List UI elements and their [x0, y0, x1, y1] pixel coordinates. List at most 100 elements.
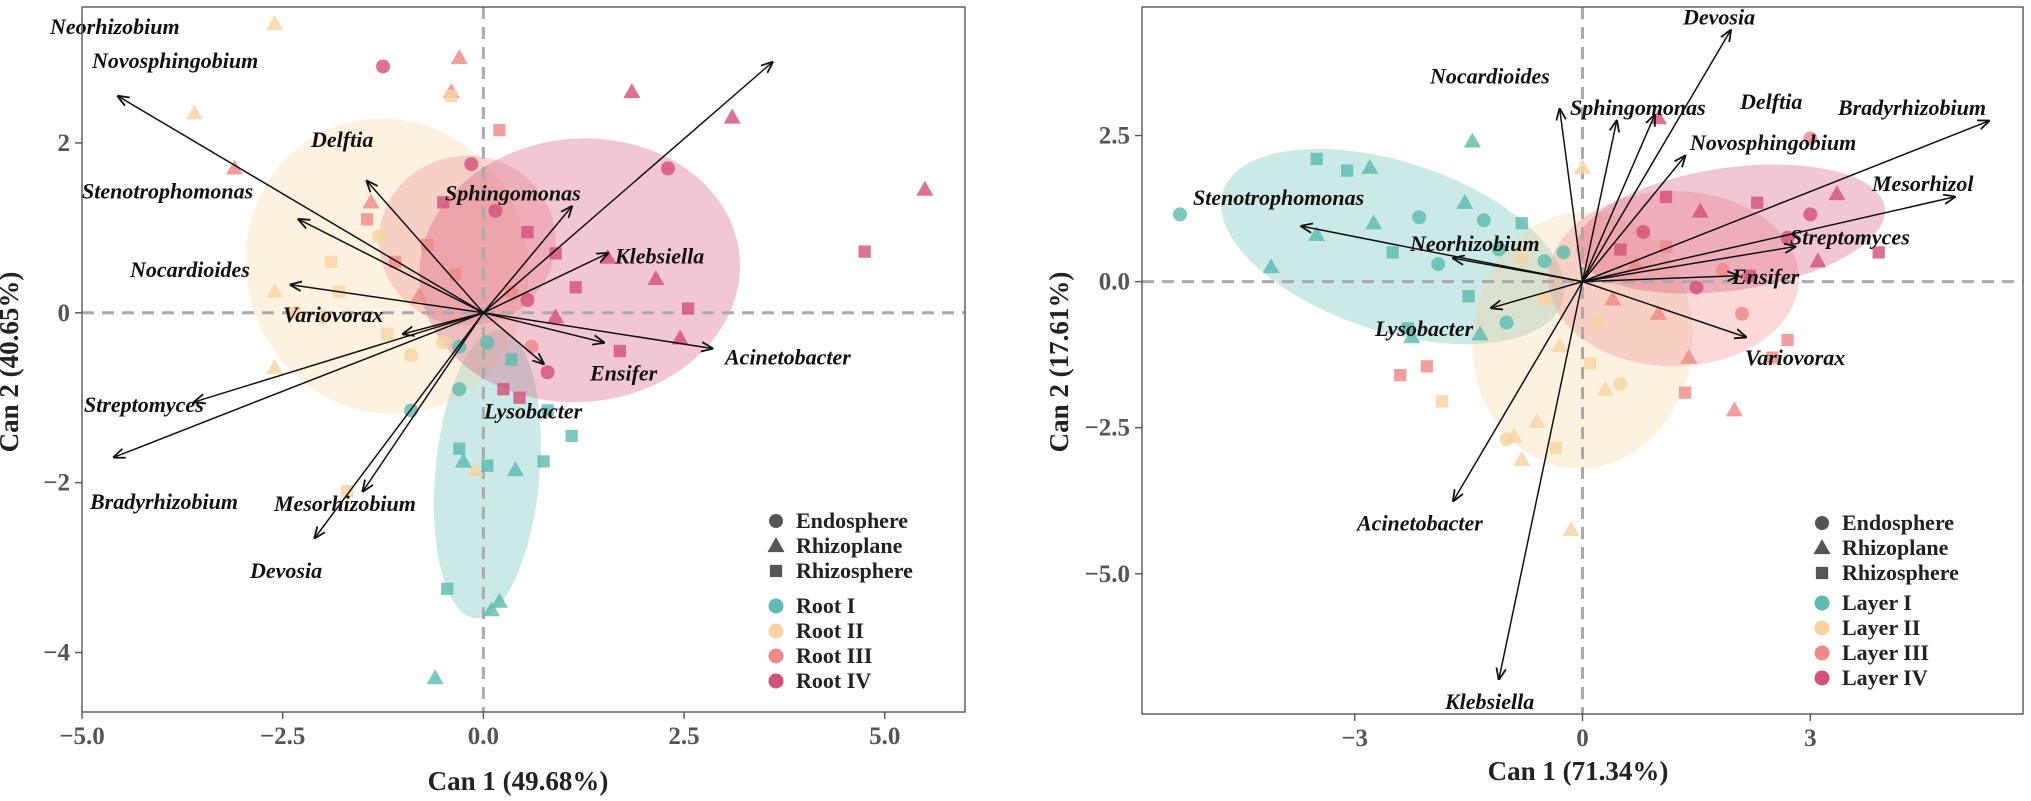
data-point: [1734, 306, 1749, 321]
data-point: [404, 348, 419, 363]
data-point: [1781, 333, 1794, 347]
loading-arrow: [299, 219, 484, 314]
data-point: [437, 196, 450, 209]
data-point: [1537, 254, 1552, 269]
data-point: [1680, 348, 1698, 364]
data-point: [480, 335, 495, 350]
loading-arrow: [1301, 226, 1583, 283]
loading-label: Delftia: [310, 127, 373, 152]
loading-label: Lysobacter: [483, 399, 583, 424]
loading-label: Devosia: [249, 558, 322, 583]
loading-arrow: [1582, 197, 1955, 283]
x-tick-label: 3: [1804, 725, 1817, 752]
legend-label: Layer II: [1842, 615, 1920, 640]
data-point: [613, 344, 626, 358]
data-point: [266, 15, 284, 31]
loading-arrow: [315, 312, 484, 538]
data-point: [410, 286, 428, 302]
data-point: [376, 59, 391, 74]
data-point: [660, 161, 675, 176]
data-point: [1513, 451, 1531, 467]
y-tick-label: 0.0: [1099, 269, 1130, 296]
data-point: [1386, 246, 1399, 259]
loading-label: Variovorax: [1745, 345, 1845, 370]
data-point: [541, 404, 554, 417]
data-point: [549, 247, 562, 260]
data-point: [520, 293, 535, 308]
data-point: [490, 592, 508, 608]
y-axis-title: Can 2 (40.65%): [0, 272, 24, 453]
data-point: [315, 310, 330, 325]
loading-label: Novosphingobium: [1689, 130, 1856, 155]
y-tick-label: 2.5: [1099, 123, 1130, 150]
data-point: [1340, 164, 1354, 177]
loading-arrow: [291, 285, 484, 314]
confidence-ellipse: [1472, 211, 1693, 469]
data-point: [266, 359, 284, 375]
data-point: [340, 485, 354, 498]
data-point: [449, 268, 462, 281]
data-point: [372, 229, 387, 244]
data-point: [723, 108, 741, 124]
legend-shape-square: [769, 564, 783, 578]
legend-color-swatch: [768, 598, 784, 614]
legend-color-swatch: [768, 673, 784, 689]
data-point: [1803, 207, 1818, 222]
data-point: [421, 238, 434, 251]
data-point: [1310, 152, 1323, 166]
x-axis-title: Can 1 (49.68%): [428, 766, 609, 796]
data-point: [1462, 290, 1475, 303]
loading-label: Acinetobacter: [723, 344, 851, 369]
loading-arrow: [118, 96, 484, 314]
data-point: [482, 601, 500, 617]
data-point: [1499, 315, 1514, 330]
data-point: [1725, 401, 1743, 417]
loading-label: Devosia: [1682, 4, 1755, 29]
data-point: [513, 391, 526, 404]
data-point: [466, 461, 484, 477]
loading-arrow: [1581, 30, 1731, 283]
data-point: [505, 353, 518, 366]
data-point: [1403, 328, 1421, 344]
loading-label: Bradyrhizobium: [89, 489, 238, 514]
data-point: [569, 281, 582, 294]
data-point: [1431, 257, 1446, 272]
y-tick-label: −2: [43, 470, 70, 497]
data-point: [493, 124, 506, 137]
plot-frame: [81, 6, 966, 713]
loading-label: Delftia: [1739, 89, 1802, 114]
loading-label: Neorhizobium: [1409, 231, 1540, 256]
loading-label: Sphingomonas: [1570, 95, 1706, 120]
loading-arrow: [114, 312, 484, 457]
loading-label: Neorhizobium: [49, 14, 180, 39]
loading-arrow: [1581, 115, 1655, 282]
x-tick-label: −5.0: [59, 723, 105, 750]
legend-label: Layer III: [1842, 640, 1929, 665]
x-tick-label: −3: [1341, 725, 1368, 752]
legend-color-swatch: [1814, 595, 1830, 611]
legend-label: Root IV: [796, 668, 871, 693]
loading-arrow: [483, 253, 607, 314]
loading-arrow: [1560, 109, 1584, 282]
loading-arrow: [483, 312, 712, 349]
data-point: [1596, 380, 1614, 396]
x-tick-label: 0: [1576, 725, 1589, 752]
legend-label: Root I: [796, 593, 855, 618]
data-point: [1463, 132, 1481, 148]
legend-label: Rhizosphere: [1842, 560, 1959, 585]
data-point: [1537, 292, 1552, 307]
legend-label: Rhizoplane: [796, 533, 903, 558]
loading-arrow: [482, 207, 571, 314]
data-point: [1556, 245, 1571, 260]
data-point: [1365, 214, 1383, 230]
data-point: [681, 302, 695, 315]
data-point: [225, 159, 244, 175]
data-point: [445, 90, 458, 103]
data-point: [1803, 131, 1818, 146]
loading-arrow: [1581, 121, 1617, 282]
data-point: [1471, 325, 1489, 341]
data-point: [362, 193, 380, 209]
data-point: [454, 452, 472, 468]
data-point: [537, 455, 550, 468]
legend-label: Root III: [796, 643, 872, 668]
